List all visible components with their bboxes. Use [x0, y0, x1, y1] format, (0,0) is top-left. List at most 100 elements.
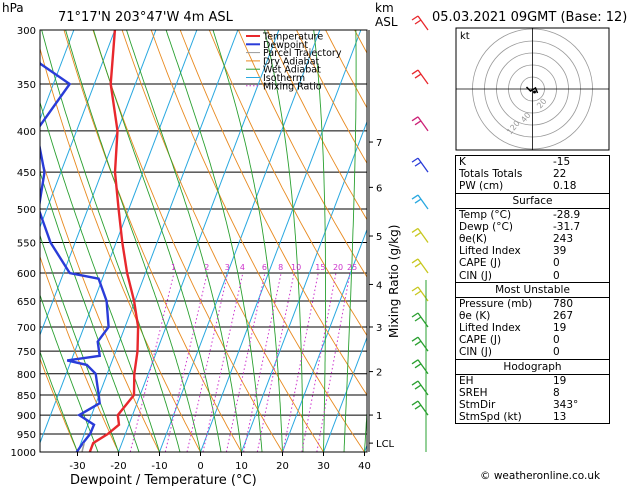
hodo-row: StmSpd (kt) 13 [456, 411, 609, 423]
index-label: Dewp (°C) [459, 220, 513, 233]
legend-label: Wet Adiabat [263, 65, 321, 76]
surface-box: Surface Temp (°C) -28.9 Dewp (°C) -31.7 θe… [455, 192, 610, 282]
height-unit-asl: ASL [375, 15, 398, 29]
index-value: 0 [553, 269, 560, 282]
mu-row: Pressure (mb) 780 [456, 298, 609, 310]
temp-tick-label: -20 [110, 461, 126, 472]
wind-barb [411, 157, 429, 173]
wind-barb [411, 69, 429, 85]
wind-barb-flag [414, 316, 422, 322]
index-row-totals: Totals Totals 22 [456, 168, 609, 180]
km-tick-label: 2 [376, 368, 382, 379]
wind-barb-flag [411, 312, 419, 318]
index-label: EH [459, 374, 474, 387]
pressure-tick-label: 850 [17, 391, 36, 402]
index-label: θe (K) [459, 309, 491, 322]
pressure-tick-label: 500 [17, 205, 36, 216]
wind-barb-flag [411, 116, 419, 122]
dry-adiabat-line [40, 255, 119, 452]
index-value: 22 [553, 168, 567, 181]
surface-row: Dewp (°C) -31.7 [456, 221, 609, 233]
pressure-tick-label: 300 [17, 26, 36, 37]
credit-text: © weatheronline.co.uk [480, 470, 601, 482]
grid-lines [40, 30, 367, 452]
wind-barb [411, 116, 429, 132]
wind-barb-flag [414, 19, 422, 25]
legend-label: Mixing Ratio [263, 81, 322, 92]
legend-label: Isotherm [263, 73, 305, 84]
km-tick-label: LCL [376, 439, 395, 450]
pressure-tick-label: 900 [17, 411, 36, 422]
surface-title: Surface [456, 194, 609, 209]
index-value: -15 [553, 156, 571, 168]
mixing-ratio-line [202, 272, 244, 452]
dry-adiabat-line [266, 30, 367, 221]
most-unstable-title: Most Unstable [456, 283, 609, 298]
index-label: Totals Totals [459, 168, 523, 181]
index-value: 780 [553, 297, 574, 310]
dry-adiabat-line [121, 30, 324, 452]
mixing-ratio-label: 8 [278, 263, 283, 272]
index-value: 0 [553, 346, 560, 359]
wind-barb-flag [414, 290, 422, 296]
index-label: Lifted Index [459, 245, 521, 258]
mixing-ratio-line [282, 272, 319, 452]
dry-adiabat-line [179, 30, 367, 396]
temp-tick-label: -30 [69, 461, 85, 472]
index-row-k: K -15 [456, 156, 609, 168]
index-label: StmSpd (kt) [459, 411, 522, 424]
km-tick-label: 5 [376, 232, 382, 243]
most-unstable-box: Most Unstable Pressure (mb) 780 θe (K) 267… [455, 281, 610, 359]
mixing-ratio-label: 4 [240, 263, 245, 272]
wind-barb [411, 258, 429, 274]
mixing-ratio-label: 1 [171, 263, 176, 272]
index-label: PW (cm) [459, 180, 504, 193]
pressure-tick-label: 800 [17, 370, 36, 381]
mu-row: CAPE (J) 0 [456, 334, 609, 346]
wind-barb-flag [414, 73, 422, 79]
isotherm-line [40, 30, 157, 337]
wind-barb-flag [411, 380, 419, 386]
legend-label: Parcel Trajectory [263, 48, 342, 59]
mixing-ratio-label: 10 [291, 263, 301, 272]
plot-frame [39, 29, 368, 453]
wind-barb-shaft [417, 228, 429, 243]
pressure-tick-label: 600 [17, 269, 36, 280]
index-value: 0.18 [553, 180, 577, 193]
index-label: CIN (J) [459, 269, 492, 282]
location-title: 71°17'N 203°47'W 4m ASL [58, 10, 234, 25]
mixing-ratio-line [186, 272, 229, 452]
mixing-ratio-label: 3 [225, 263, 230, 272]
dry-adiabat-line [208, 30, 367, 337]
datetime-title: 05.03.2021 09GMT (Base: 12) [432, 10, 627, 25]
surface-row: CIN (J) 0 [456, 270, 609, 282]
index-value: 343° [553, 399, 579, 411]
legend-label: Dewpoint [263, 40, 308, 51]
index-value: 19 [553, 322, 567, 335]
surface-row: Lifted Index 39 [456, 245, 609, 257]
hodo-row: StmDir 343° [456, 399, 609, 411]
mixing-ratio-line [164, 272, 208, 452]
wind-barb-flag [411, 359, 419, 365]
isotherm-line [40, 30, 75, 121]
pressure-tick-label: 950 [17, 430, 36, 441]
wind-barb-flag [411, 194, 419, 200]
wind-barb-flag [414, 340, 422, 346]
wind-barbs [411, 15, 429, 452]
dry-adiabat-line [40, 152, 160, 452]
isotherm-line [118, 30, 280, 452]
wind-barb [411, 227, 429, 243]
wet-adiabat-line [212, 30, 283, 452]
wind-barb-shaft [417, 194, 429, 210]
index-label: K [459, 156, 466, 168]
wind-barb-flag [411, 400, 419, 406]
wind-barb-shaft [417, 15, 429, 31]
index-value: 267 [553, 309, 574, 322]
index-value: 19 [553, 374, 567, 387]
surface-row: Temp (°C) -28.9 [456, 209, 609, 221]
hodograph-trace [525, 86, 539, 94]
index-value: 13 [553, 411, 567, 424]
hodograph-storm-marker [533, 90, 536, 94]
mu-row: CIN (J) 0 [456, 346, 609, 358]
hodo-row: SREH 8 [456, 387, 609, 399]
